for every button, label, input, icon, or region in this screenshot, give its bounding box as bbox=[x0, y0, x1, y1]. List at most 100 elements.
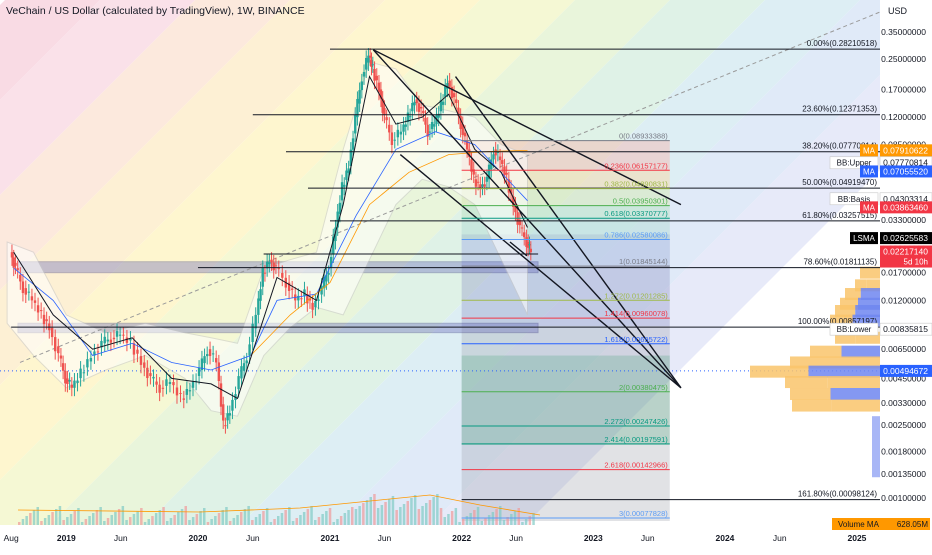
fib-ext-label: 1.414(0.00960078) bbox=[604, 309, 668, 318]
candle-body bbox=[86, 359, 89, 368]
fib-ext-label: 1(0.01845144) bbox=[619, 257, 668, 266]
fib-ext-label: 0(0.08933388) bbox=[619, 132, 668, 141]
candle-body bbox=[24, 288, 27, 295]
candle-body bbox=[161, 387, 165, 389]
candle-body bbox=[208, 349, 212, 357]
y-tick-label: 0.00250000 bbox=[881, 420, 926, 430]
volume-bar bbox=[402, 504, 406, 525]
candle-body bbox=[367, 55, 370, 63]
candle-body bbox=[505, 172, 508, 175]
candle-body bbox=[300, 298, 303, 300]
volume-bar bbox=[454, 508, 458, 525]
price-tag-box bbox=[880, 232, 932, 245]
volume-bar bbox=[480, 521, 483, 525]
candle-body bbox=[290, 288, 294, 290]
y-tick-label: 0.00450000 bbox=[881, 373, 926, 383]
candle-body bbox=[12, 257, 15, 268]
fib-ext-label: 2.272(0.00247426) bbox=[604, 417, 668, 426]
candle-body bbox=[314, 300, 317, 308]
candle-body bbox=[257, 298, 260, 315]
volume-bar bbox=[406, 501, 409, 525]
candle-body bbox=[261, 268, 264, 287]
fib-ext-label: 2(0.00380475) bbox=[619, 383, 668, 392]
vp-bar-up bbox=[835, 305, 856, 318]
candle-body bbox=[191, 381, 195, 388]
price-tag-box bbox=[879, 322, 932, 336]
candle-body bbox=[448, 80, 451, 87]
candle-body bbox=[345, 170, 348, 180]
volume-bar bbox=[55, 509, 58, 525]
volume-bar bbox=[147, 519, 150, 525]
price-tag-label: 0.07910622 bbox=[883, 145, 928, 155]
volume-bar bbox=[62, 520, 65, 525]
candle-body bbox=[356, 98, 359, 118]
candle-body bbox=[523, 232, 526, 238]
volume-bar bbox=[277, 516, 280, 525]
volume-bar bbox=[210, 519, 213, 525]
vp-bar-down bbox=[869, 266, 880, 279]
volume-bar bbox=[380, 505, 384, 525]
volume-bar bbox=[47, 515, 51, 525]
candle-body bbox=[272, 262, 275, 271]
candle-body bbox=[411, 102, 414, 112]
candle-body bbox=[507, 179, 511, 193]
price-tag-side-box bbox=[860, 201, 878, 214]
fib-ext-label: 3(0.00077828) bbox=[619, 509, 668, 518]
candle-body bbox=[408, 116, 412, 118]
candle-body bbox=[143, 362, 146, 368]
candle-body bbox=[66, 378, 69, 384]
candle-body bbox=[496, 151, 500, 153]
candle-body bbox=[370, 60, 373, 67]
candle-body bbox=[132, 343, 136, 355]
candle-body bbox=[396, 129, 400, 138]
candle-body bbox=[89, 357, 93, 362]
rainbow-band bbox=[430, 23, 932, 525]
candle-body bbox=[450, 86, 454, 99]
volume-bar bbox=[336, 519, 339, 525]
volume-bar bbox=[58, 506, 62, 525]
y-tick-label: 0.25000000 bbox=[881, 54, 926, 64]
candle-body bbox=[39, 310, 43, 312]
candle-body bbox=[338, 202, 342, 214]
candle-body bbox=[439, 100, 443, 112]
volume-bar bbox=[369, 497, 372, 525]
candle-body bbox=[404, 124, 407, 127]
candle-body bbox=[472, 169, 475, 175]
vp-bar-up bbox=[790, 388, 831, 401]
candle-body bbox=[185, 388, 189, 395]
vp-bar-up bbox=[750, 365, 809, 378]
candle-body bbox=[415, 99, 418, 104]
candle-body bbox=[526, 241, 530, 248]
fib-ext-label: 1.272(0.01201285) bbox=[604, 291, 668, 300]
dashed-trendline bbox=[19, 11, 881, 363]
candle-body bbox=[340, 182, 344, 201]
volume-bar bbox=[317, 517, 321, 525]
volume-bar bbox=[199, 511, 202, 525]
candle-body bbox=[297, 295, 300, 301]
candle-body bbox=[182, 398, 185, 400]
volume-bar bbox=[373, 494, 376, 525]
candle-body bbox=[100, 340, 103, 348]
candle-body bbox=[336, 211, 339, 228]
candle-body bbox=[21, 281, 25, 294]
candle-body bbox=[419, 107, 423, 109]
candle-body bbox=[347, 168, 350, 173]
volume-bar bbox=[436, 494, 439, 525]
candle-body bbox=[430, 121, 434, 130]
price-tag-box bbox=[880, 144, 932, 157]
candle-body bbox=[54, 337, 57, 352]
candle-body bbox=[498, 156, 502, 161]
x-tick-label: Jun bbox=[378, 533, 392, 543]
candle-body bbox=[274, 265, 278, 267]
x-tick-label: 2022 bbox=[452, 533, 471, 543]
y-tick-label: 0.00100000 bbox=[881, 493, 926, 503]
candle-body bbox=[501, 160, 504, 165]
volume-bar bbox=[173, 515, 176, 525]
y-tick-label: 0.35000000 bbox=[881, 27, 926, 37]
volume-bar bbox=[117, 509, 121, 525]
candle-body bbox=[61, 363, 65, 371]
vp-bar-down bbox=[841, 345, 880, 358]
candle-body bbox=[373, 68, 376, 81]
